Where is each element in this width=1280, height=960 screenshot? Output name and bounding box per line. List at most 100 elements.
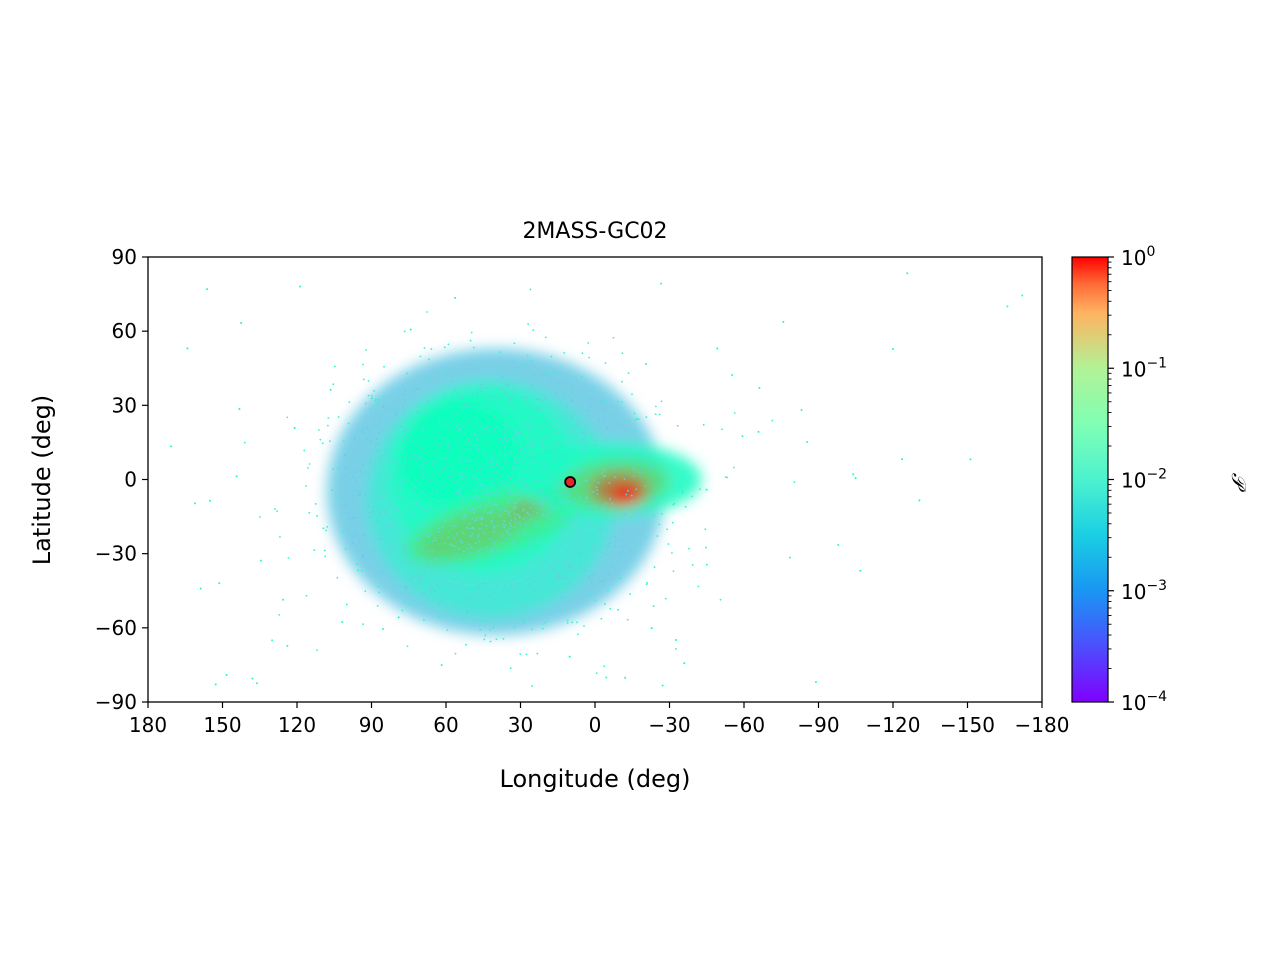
scatter-point [504,423,507,425]
scatter-point [546,512,549,514]
scatter-point [542,497,545,499]
scatter-point [438,565,441,568]
scatter-point [465,442,468,445]
scatter-point [457,426,460,429]
scatter-point [434,466,436,469]
scatter-point [420,425,422,427]
scatter-point [565,441,568,444]
scatter-point [369,408,372,411]
scatter-point [518,515,521,518]
scatter-point [423,504,425,507]
scatter-point [362,463,365,466]
scatter-point [375,450,378,453]
scatter-point [519,480,522,482]
scatter-point [467,438,470,441]
scatter-point [498,463,500,465]
scatter-point [618,539,621,542]
scatter-point [321,442,324,445]
scatter-point [602,580,605,583]
scatter-point [375,521,378,523]
scatter-point [522,517,525,520]
scatter-point [456,533,459,536]
scatter-point [575,469,578,472]
scatter-point [432,432,435,435]
scatter-point [457,429,460,431]
scatter-point [540,476,543,479]
scatter-point [472,509,475,512]
scatter-point [439,444,442,446]
x-tick-label: 180 [129,713,167,737]
scatter-point [457,423,460,425]
scatter-point [559,456,562,459]
scatter-point [482,496,485,499]
scatter-point [430,490,433,493]
scatter-point [464,406,467,408]
scatter-point [423,592,426,595]
scatter-point [513,405,516,407]
scatter-point [397,485,400,488]
scatter-point [565,558,567,561]
scatter-point [535,479,538,482]
scatter-point [505,567,508,570]
scatter-point [540,400,543,402]
scatter-point [613,476,616,479]
scatter-point [359,469,361,472]
scatter-point [446,629,449,632]
scatter-point [582,467,585,470]
scatter-point [574,502,577,505]
scatter-point [506,487,509,490]
scatter-point [661,684,664,687]
scatter-point [517,431,520,434]
scatter-point [399,513,402,516]
scatter-point [421,476,424,479]
scatter-point [574,440,577,443]
scatter-point [206,288,209,291]
scatter-point [386,525,389,528]
x-tick-label: 30 [508,713,533,737]
scatter-point [410,558,413,561]
scatter-point [489,461,492,464]
scatter-point [629,593,632,596]
scatter-point [545,371,548,374]
scatter-point [614,535,617,538]
scatter-point [479,432,482,435]
scatter-point [477,540,480,543]
scatter-point [448,421,451,424]
scatter-point [495,549,498,552]
scatter-point [488,629,491,631]
scatter-point [368,515,371,518]
scatter-point [676,424,679,427]
scatter-point [477,445,479,447]
scatter-point [404,429,407,432]
scatter-point [517,544,519,547]
scatter-point [483,493,486,496]
scatter-point [409,429,412,432]
scatter-point [456,479,459,482]
scatter-point [437,430,439,433]
scatter-point [612,336,615,339]
scatter-point [569,582,572,585]
scatter-point [492,590,495,593]
y-axis-ticks: 90 60 30 0 −30 −60 −90 [95,245,148,714]
scatter-point [422,464,425,467]
scatter-point [494,494,497,496]
scatter-point [276,510,278,513]
scatter-point [336,576,339,579]
scatter-point [646,581,649,584]
scatter-point [401,439,404,442]
scatter-point [459,473,461,476]
scatter-point [593,397,596,400]
scatter-point [462,532,465,534]
y-tick-label: −30 [95,542,137,566]
scatter-point [466,501,468,503]
scatter-point [530,518,533,520]
scatter-point [606,439,608,441]
scatter-point [308,511,311,514]
scatter-point [484,606,487,609]
scatter-point [420,523,423,526]
scatter-point [495,504,498,507]
scatter-point [506,452,508,455]
scatter-point [575,517,578,519]
scatter-point [569,564,572,567]
